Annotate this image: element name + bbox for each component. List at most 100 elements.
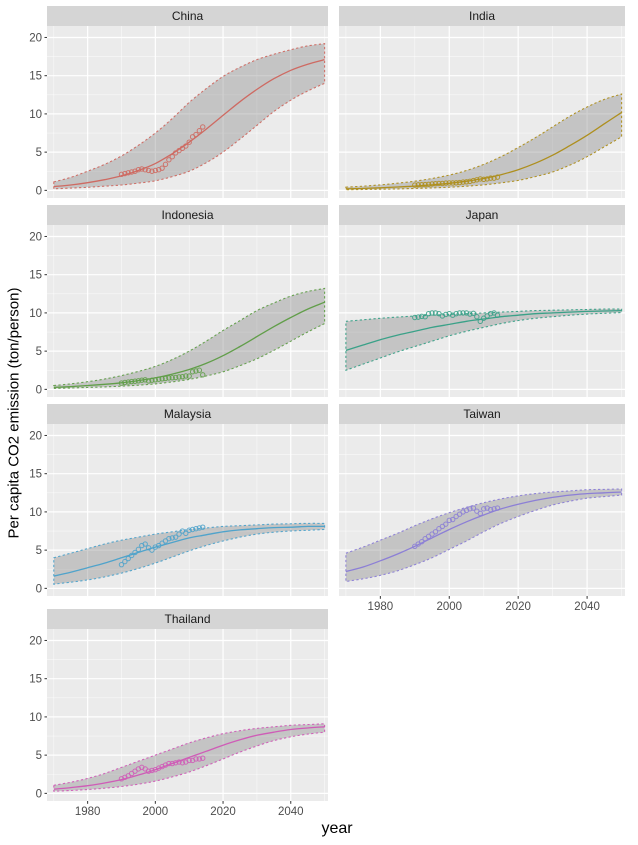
data-point-china: [196, 128, 203, 134]
data-point-china: [193, 131, 199, 138]
data-point-japan: [474, 314, 480, 320]
data-point-indonesia: [142, 377, 148, 383]
panel-bg-japan: [339, 225, 625, 397]
fit-line-china: [53, 58, 325, 188]
x-axis-title: year: [321, 820, 353, 837]
y-tick-label: 15: [29, 71, 42, 83]
y-tick-label: 5: [36, 147, 42, 159]
data-point-taiwan: [487, 506, 494, 513]
data-point-malaysia: [169, 535, 175, 541]
y-tick-label: 10: [29, 712, 42, 724]
data-point-malaysia: [196, 525, 203, 531]
data-point-india: [418, 181, 425, 188]
data-point-indonesia: [145, 378, 152, 384]
data-point-indonesia: [162, 375, 169, 382]
data-point-china: [159, 165, 165, 171]
data-point-china: [142, 167, 148, 173]
data-point-malaysia: [172, 534, 179, 540]
data-point-taiwan: [491, 506, 497, 512]
y-axis-title: Per capita CO2 emission (ton/person): [5, 287, 23, 539]
fit-line-japan: [345, 309, 622, 352]
data-point-indonesia: [122, 379, 128, 386]
panel-bg-malaysia: [47, 424, 328, 596]
fit-line-taiwan: [345, 491, 622, 573]
y-tick-label: 10: [29, 109, 42, 121]
data-point-indonesia: [169, 375, 175, 381]
data-point-japan: [422, 314, 428, 320]
data-point-japan: [456, 310, 463, 316]
fit-line-indonesia: [53, 301, 325, 389]
data-point-indonesia: [172, 374, 179, 381]
data-point-indonesia: [128, 378, 135, 385]
data-point-indonesia: [118, 380, 125, 386]
data-point-india: [415, 182, 421, 188]
data-point-malaysia: [125, 555, 131, 562]
facet-label: Japan: [465, 208, 499, 222]
confidence-ribbon-china: [53, 42, 326, 190]
data-point-japan: [418, 313, 425, 320]
facet-label: India: [468, 9, 496, 23]
facet-strip-china: China: [47, 6, 328, 26]
confidence-ribbon-india: [345, 93, 623, 191]
y-tick-label: 20: [29, 231, 42, 243]
data-point-thailand: [193, 756, 199, 762]
confidence-ribbon-japan: [345, 308, 623, 371]
data-point-india: [425, 181, 432, 188]
x-tick-label: 2000: [143, 806, 169, 818]
facet-strip-india: India: [339, 6, 625, 26]
data-point-taiwan: [418, 539, 425, 545]
y-tick-label: 5: [36, 750, 42, 762]
data-point-thailand: [179, 760, 186, 766]
data-point-malaysia: [193, 526, 199, 532]
confidence-ribbon-indonesia: [53, 287, 326, 389]
x-tick-label: 2000: [436, 601, 462, 613]
data-point-japan: [425, 310, 432, 317]
y-tick-label: 0: [36, 788, 42, 800]
y-tick-label: 15: [29, 270, 42, 282]
data-point-japan: [494, 312, 501, 318]
data-point-indonesia: [159, 376, 165, 382]
facet-label: Taiwan: [463, 407, 501, 421]
facet-strip-japan: Japan: [339, 205, 625, 225]
data-point-china: [169, 154, 175, 160]
data-point-china: [186, 139, 192, 145]
data-point-malaysia: [189, 526, 196, 533]
data-point-india: [460, 179, 466, 185]
y-tick-label: 20: [29, 32, 42, 44]
data-point-thailand: [169, 760, 175, 767]
data-point-india: [439, 180, 446, 187]
data-point-indonesia: [156, 376, 162, 382]
confidence-ribbon-taiwan: [345, 488, 623, 583]
data-point-indonesia: [183, 373, 189, 379]
y-tick-label: 20: [29, 430, 42, 442]
data-point-malaysia: [166, 535, 172, 542]
data-point-japan: [429, 310, 435, 316]
data-point-china: [152, 167, 159, 174]
data-point-china: [128, 169, 135, 175]
data-point-malaysia: [132, 549, 138, 556]
data-point-thailand: [196, 756, 203, 762]
data-point-india: [491, 175, 497, 181]
data-point-japan: [443, 311, 449, 318]
data-point-taiwan: [470, 505, 477, 511]
x-tick-label: 2040: [278, 806, 304, 818]
y-tick-label: 15: [29, 469, 42, 481]
data-point-thailand: [149, 767, 155, 774]
data-point-malaysia: [200, 524, 206, 530]
data-point-taiwan: [446, 517, 452, 524]
panel-bg-thailand: [47, 629, 328, 801]
data-point-thailand: [176, 759, 182, 765]
data-point-malaysia: [122, 558, 128, 565]
facet-label: Thailand: [164, 612, 211, 626]
data-point-india: [484, 176, 490, 182]
y-tick-label: 5: [36, 545, 42, 557]
data-point-china: [125, 170, 131, 176]
y-tick-label: 20: [29, 635, 42, 647]
data-point-indonesia: [189, 369, 196, 375]
data-point-thailand: [186, 757, 192, 764]
x-tick-label: 2020: [210, 806, 236, 818]
data-point-indonesia: [125, 379, 131, 385]
data-point-india: [470, 177, 477, 184]
